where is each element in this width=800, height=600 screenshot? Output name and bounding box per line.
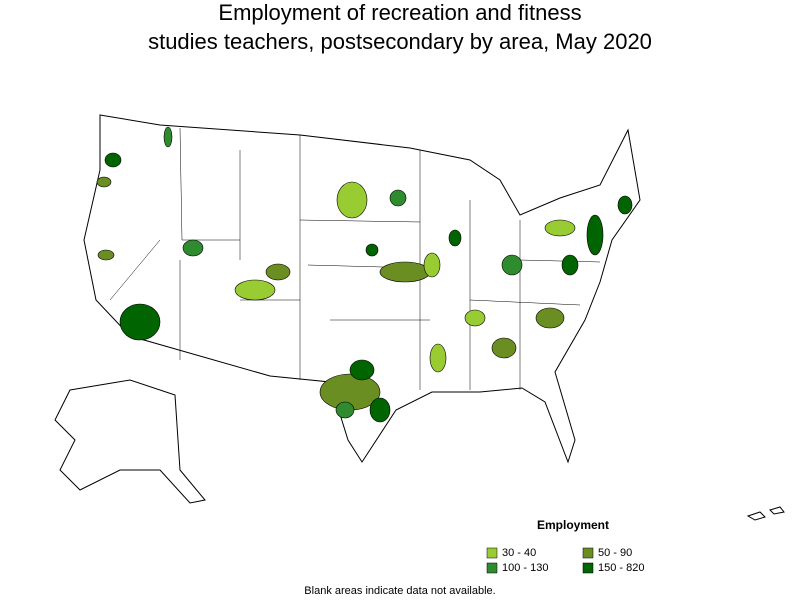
area (464, 309, 486, 327)
alaska (54, 379, 206, 504)
area (379, 261, 431, 283)
area (265, 263, 291, 281)
legend-title: Employment (537, 518, 609, 532)
areas (96, 126, 633, 423)
title-line: studies teachers, postsecondary by area,… (148, 29, 652, 54)
area (389, 189, 407, 207)
area (104, 152, 122, 168)
area (97, 249, 115, 261)
area (448, 229, 462, 247)
legend-swatch (582, 547, 594, 559)
area (535, 307, 565, 329)
legend: 30 - 40 50 - 90 100 - 130 150 - 820 (486, 547, 644, 574)
area (544, 219, 576, 237)
note: Blank areas indicate data not available. (304, 585, 495, 597)
area (335, 401, 355, 419)
area (365, 243, 379, 257)
area (119, 303, 161, 341)
area (336, 181, 368, 219)
legend-label: 100 - 130 (502, 562, 548, 574)
area (182, 239, 204, 257)
legend-swatch (486, 547, 498, 559)
us-map (54, 114, 785, 521)
area (423, 252, 441, 278)
area (349, 359, 375, 381)
legend-label: 150 - 820 (598, 562, 644, 574)
area (369, 397, 391, 423)
area (561, 254, 579, 276)
area (491, 337, 517, 359)
legend-swatch (582, 562, 594, 574)
area (429, 343, 447, 373)
area (234, 279, 276, 301)
area (96, 176, 112, 188)
title-line: Employment of recreation and fitness (218, 0, 581, 25)
legend-label: 30 - 40 (502, 547, 536, 559)
legend-swatch (486, 562, 498, 574)
contiguous-us (83, 114, 641, 464)
area (586, 214, 604, 256)
area (501, 254, 523, 276)
legend-label: 50 - 90 (598, 547, 632, 559)
area (163, 126, 173, 148)
area (617, 195, 633, 215)
hawaii (746, 506, 785, 521)
